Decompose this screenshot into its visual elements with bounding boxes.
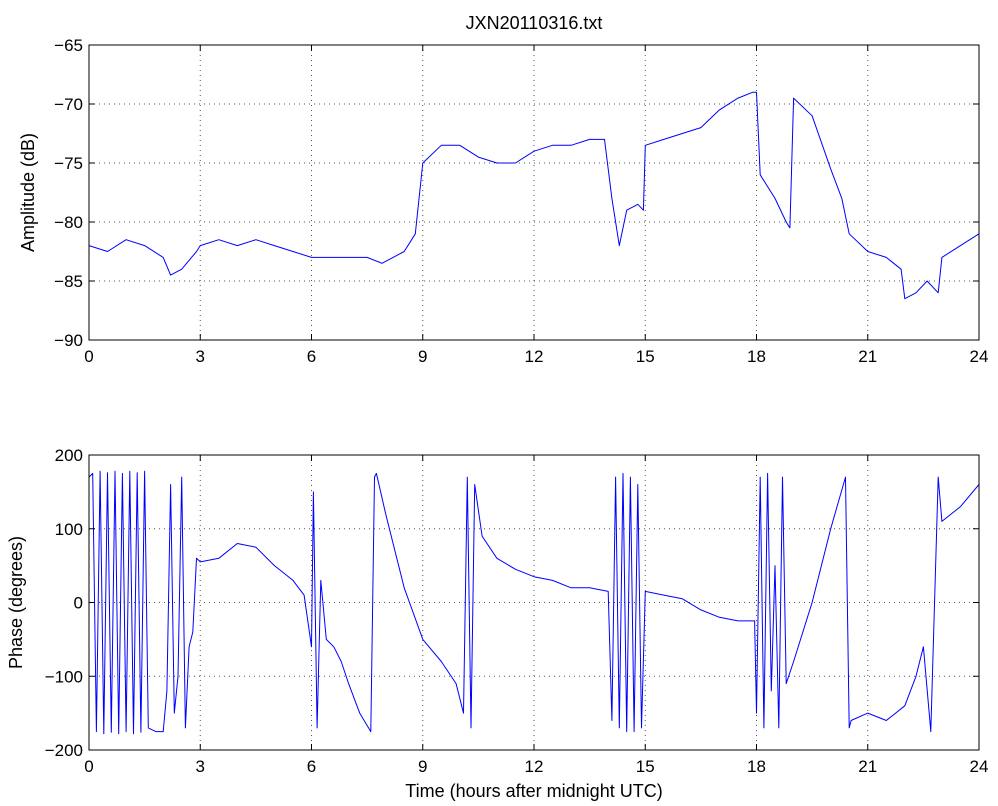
phase-x-tick-label: 9	[418, 757, 427, 776]
phase-x-tick-label: 3	[196, 757, 205, 776]
amplitude-x-tick-label: 3	[196, 347, 205, 366]
amplitude-series-line	[88, 91, 980, 300]
amplitude-y-tick-label: −65	[54, 36, 83, 55]
amplitude-y-tick-label: −80	[54, 213, 83, 232]
amplitude-y-tick-label: −85	[54, 272, 83, 291]
phase-x-axis-title: Time (hours after midnight UTC)	[405, 781, 662, 801]
amplitude-x-tick-label: 15	[636, 347, 655, 366]
amplitude-x-tick-label: 6	[307, 347, 316, 366]
phase-x-tick-label: 24	[970, 757, 989, 776]
phase-y-axis-title: Phase (degrees)	[6, 536, 26, 669]
amplitude-x-tick-label: 24	[970, 347, 989, 366]
phase-x-tick-label: 0	[84, 757, 93, 776]
phase-y-tick-label: −200	[45, 741, 83, 760]
amplitude-panel: 0 3 6 9 12 15 18 21 24 −65 −70 −75 −80 −85 −90 Amplitud…	[18, 13, 988, 366]
amplitude-x-tick-label: 0	[84, 347, 93, 366]
phase-x-tick-label: 12	[525, 757, 544, 776]
phase-x-tick-label: 15	[636, 757, 655, 776]
amplitude-y-axis-title: Amplitude (dB)	[18, 133, 38, 252]
amplitude-x-tick-label: 12	[525, 347, 544, 366]
phase-y-tick-label: −100	[45, 667, 83, 686]
amplitude-x-tick-label: 18	[747, 347, 766, 366]
phase-panel: 0 3 6 9 12 15 18 21 24 200 100 0 −100 −200 Phase (degr…	[6, 446, 988, 801]
amplitude-y-tick-label: −90	[54, 331, 83, 350]
amplitude-y-tick-label: −75	[54, 154, 83, 173]
phase-x-tick-label: 18	[747, 757, 766, 776]
phase-series-line	[88, 470, 980, 735]
phase-y-tick-label: 0	[74, 594, 83, 613]
phase-x-tick-label: 6	[307, 757, 316, 776]
amplitude-chart-title: JXN20110316.txt	[466, 13, 603, 33]
amplitude-x-tick-label: 9	[418, 347, 427, 366]
phase-x-tick-label: 21	[858, 757, 877, 776]
amplitude-y-tick-label: −70	[54, 95, 83, 114]
amplitude-x-tick-label: 21	[858, 347, 877, 366]
phase-y-tick-label: 200	[55, 446, 83, 465]
phase-y-tick-label: 100	[55, 520, 83, 539]
